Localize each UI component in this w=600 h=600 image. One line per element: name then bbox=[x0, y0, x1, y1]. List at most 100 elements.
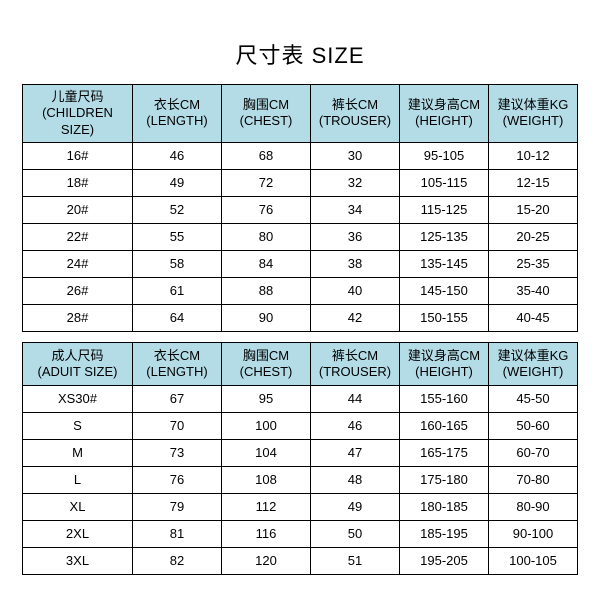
children-chest: 88 bbox=[222, 277, 311, 304]
children-trouser: 32 bbox=[311, 169, 400, 196]
children-size: 28# bbox=[23, 304, 133, 331]
table-row: XL7911249180-18580-90 bbox=[23, 493, 578, 520]
children-trouser: 36 bbox=[311, 223, 400, 250]
adult-length: 73 bbox=[133, 439, 222, 466]
adult-chest: 108 bbox=[222, 466, 311, 493]
children-height: 115-125 bbox=[400, 196, 489, 223]
table-row: 16#46683095-10510-12 bbox=[23, 142, 578, 169]
children-header-size: 儿童尺码(CHILDREN SIZE) bbox=[23, 85, 133, 143]
children-height: 150-155 bbox=[400, 304, 489, 331]
children-weight: 20-25 bbox=[489, 223, 578, 250]
table-row: 22#558036125-13520-25 bbox=[23, 223, 578, 250]
table-row: XS30#679544155-16045-50 bbox=[23, 385, 578, 412]
adult-weight: 60-70 bbox=[489, 439, 578, 466]
adult-weight: 100-105 bbox=[489, 547, 578, 574]
adult-header-row: 成人尺码(ADUIT SIZE) 衣长CM(LENGTH) 胸围CM(CHEST… bbox=[23, 342, 578, 385]
adult-length: 82 bbox=[133, 547, 222, 574]
children-size-table: 儿童尺码(CHILDREN SIZE) 衣长CM(LENGTH) 胸围CM(CH… bbox=[22, 84, 578, 332]
table-row: 24#588438135-14525-35 bbox=[23, 250, 578, 277]
children-trouser: 30 bbox=[311, 142, 400, 169]
adult-height: 185-195 bbox=[400, 520, 489, 547]
adult-height: 195-205 bbox=[400, 547, 489, 574]
adult-height: 160-165 bbox=[400, 412, 489, 439]
adult-header-weight: 建议体重KG(WEIGHT) bbox=[489, 342, 578, 385]
adult-height: 175-180 bbox=[400, 466, 489, 493]
children-header-row: 儿童尺码(CHILDREN SIZE) 衣长CM(LENGTH) 胸围CM(CH… bbox=[23, 85, 578, 143]
adult-chest: 116 bbox=[222, 520, 311, 547]
adult-size: 3XL bbox=[23, 547, 133, 574]
children-height: 145-150 bbox=[400, 277, 489, 304]
children-chest: 68 bbox=[222, 142, 311, 169]
adult-height: 155-160 bbox=[400, 385, 489, 412]
adult-trouser: 47 bbox=[311, 439, 400, 466]
adult-header-chest: 胸围CM(CHEST) bbox=[222, 342, 311, 385]
adult-header-height: 建议身高CM(HEIGHT) bbox=[400, 342, 489, 385]
adult-length: 67 bbox=[133, 385, 222, 412]
table-row: 20#527634115-12515-20 bbox=[23, 196, 578, 223]
children-height: 125-135 bbox=[400, 223, 489, 250]
children-height: 95-105 bbox=[400, 142, 489, 169]
children-weight: 10-12 bbox=[489, 142, 578, 169]
adult-size: XS30# bbox=[23, 385, 133, 412]
adult-body: XS30#679544155-16045-50S7010046160-16550… bbox=[23, 385, 578, 574]
children-length: 46 bbox=[133, 142, 222, 169]
children-size: 26# bbox=[23, 277, 133, 304]
adult-weight: 45-50 bbox=[489, 385, 578, 412]
children-length: 58 bbox=[133, 250, 222, 277]
adult-trouser: 48 bbox=[311, 466, 400, 493]
children-length: 55 bbox=[133, 223, 222, 250]
children-size: 22# bbox=[23, 223, 133, 250]
table-row: 3XL8212051195-205100-105 bbox=[23, 547, 578, 574]
children-weight: 35-40 bbox=[489, 277, 578, 304]
children-height: 135-145 bbox=[400, 250, 489, 277]
children-height: 105-115 bbox=[400, 169, 489, 196]
adult-chest: 104 bbox=[222, 439, 311, 466]
adult-size: S bbox=[23, 412, 133, 439]
adult-chest: 95 bbox=[222, 385, 311, 412]
adult-trouser: 50 bbox=[311, 520, 400, 547]
children-header-height: 建议身高CM(HEIGHT) bbox=[400, 85, 489, 143]
children-size: 20# bbox=[23, 196, 133, 223]
children-header-weight: 建议体重KG(WEIGHT) bbox=[489, 85, 578, 143]
table-row: M7310447165-17560-70 bbox=[23, 439, 578, 466]
children-size: 24# bbox=[23, 250, 133, 277]
children-size: 18# bbox=[23, 169, 133, 196]
adult-trouser: 49 bbox=[311, 493, 400, 520]
adult-chest: 112 bbox=[222, 493, 311, 520]
children-chest: 76 bbox=[222, 196, 311, 223]
children-trouser: 40 bbox=[311, 277, 400, 304]
adult-weight: 50-60 bbox=[489, 412, 578, 439]
table-row: 2XL8111650185-19590-100 bbox=[23, 520, 578, 547]
adult-size: 2XL bbox=[23, 520, 133, 547]
adult-height: 180-185 bbox=[400, 493, 489, 520]
children-chest: 72 bbox=[222, 169, 311, 196]
table-row: 28#649042150-15540-45 bbox=[23, 304, 578, 331]
page-title: 尺寸表 SIZE bbox=[235, 38, 364, 70]
children-body: 16#46683095-10510-1218#497232105-11512-1… bbox=[23, 142, 578, 331]
children-header-trouser: 裤长CM(TROUSER) bbox=[311, 85, 400, 143]
adult-chest: 100 bbox=[222, 412, 311, 439]
children-weight: 12-15 bbox=[489, 169, 578, 196]
adult-size: XL bbox=[23, 493, 133, 520]
adult-trouser: 44 bbox=[311, 385, 400, 412]
adult-length: 70 bbox=[133, 412, 222, 439]
children-trouser: 34 bbox=[311, 196, 400, 223]
children-length: 49 bbox=[133, 169, 222, 196]
table-row: 18#497232105-11512-15 bbox=[23, 169, 578, 196]
adult-weight: 90-100 bbox=[489, 520, 578, 547]
children-length: 64 bbox=[133, 304, 222, 331]
adult-weight: 80-90 bbox=[489, 493, 578, 520]
children-size: 16# bbox=[23, 142, 133, 169]
adult-header-length: 衣长CM(LENGTH) bbox=[133, 342, 222, 385]
adult-chest: 120 bbox=[222, 547, 311, 574]
adult-header-size: 成人尺码(ADUIT SIZE) bbox=[23, 342, 133, 385]
children-chest: 90 bbox=[222, 304, 311, 331]
adult-length: 76 bbox=[133, 466, 222, 493]
adult-weight: 70-80 bbox=[489, 466, 578, 493]
table-row: S7010046160-16550-60 bbox=[23, 412, 578, 439]
adult-size: L bbox=[23, 466, 133, 493]
adult-length: 79 bbox=[133, 493, 222, 520]
children-length: 61 bbox=[133, 277, 222, 304]
children-trouser: 42 bbox=[311, 304, 400, 331]
adult-header-trouser: 裤长CM(TROUSER) bbox=[311, 342, 400, 385]
